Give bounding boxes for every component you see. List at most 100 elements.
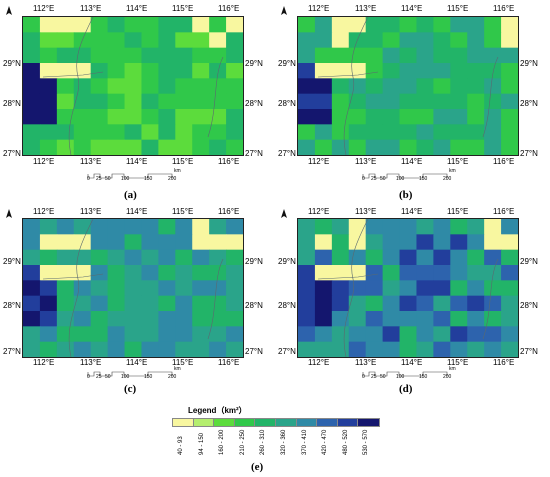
raster-cell (314, 280, 333, 297)
lat-tick: 29°N (245, 257, 263, 266)
raster-cell (399, 17, 417, 33)
legend-label: 94 - 150 (198, 432, 205, 455)
raster-cell (433, 265, 451, 281)
raster-cell (331, 295, 350, 312)
raster-cell (209, 93, 227, 110)
raster-cell (141, 219, 159, 235)
scale-label: 25 (371, 374, 377, 380)
raster-cell (416, 139, 434, 155)
raster-cell (298, 219, 316, 235)
lat-tick: 27°N (3, 149, 21, 158)
raster-cell (226, 265, 243, 281)
raster-cell (90, 93, 109, 110)
raster-cell (56, 326, 75, 343)
raster-cell (450, 234, 468, 251)
raster-cell (141, 78, 159, 95)
raster-cell (141, 17, 159, 33)
raster-cell (158, 109, 176, 125)
raster-cell (56, 341, 75, 357)
legend-swatch (316, 418, 339, 427)
raster-cell (209, 139, 227, 155)
raster-cell (348, 341, 367, 357)
raster-cell (56, 265, 75, 281)
raster-cell (382, 295, 401, 312)
raster-cell (107, 295, 126, 312)
raster-cell (39, 219, 58, 235)
raster-cell (192, 17, 210, 33)
raster-cell (501, 124, 518, 141)
raster-cell (450, 47, 468, 64)
raster-cell (175, 47, 193, 64)
raster-cell (484, 139, 502, 155)
lat-tick: 28°N (3, 99, 21, 108)
raster-cell (365, 47, 384, 64)
raster-cell (331, 249, 350, 266)
raster-cell (73, 109, 92, 125)
panel-a: 112°E 113°E 114°E 115°E 116°E 29°N 28°N … (0, 0, 275, 205)
raster-cell (192, 93, 210, 110)
raster-cell (501, 93, 518, 110)
raster-cell (226, 311, 243, 327)
raster-cell (226, 47, 243, 64)
raster-cell (39, 32, 58, 49)
raster-cell (90, 295, 109, 312)
raster-cell (73, 78, 92, 95)
raster-cell (56, 32, 75, 49)
scale-label: 50 (105, 176, 111, 182)
raster-cell (158, 249, 176, 266)
raster-cell (365, 280, 384, 297)
raster-cell (314, 32, 333, 49)
raster-cell (348, 78, 367, 95)
raster-cell (298, 265, 316, 281)
lon-tick: 115°E (172, 4, 194, 13)
lat-tick: 27°N (3, 347, 21, 356)
lon-tick: 116°E (218, 4, 240, 13)
raster-cell (467, 63, 485, 79)
raster-cell (382, 234, 401, 251)
raster-cell (158, 32, 176, 49)
raster-cell (73, 265, 92, 281)
raster-cell (365, 234, 384, 251)
raster-cell (56, 234, 75, 251)
raster-cell (124, 78, 142, 95)
map-c-grid (23, 219, 243, 357)
raster-cell (90, 219, 109, 235)
raster-cell (175, 295, 193, 312)
raster-cell (348, 63, 367, 79)
scale-bar (361, 170, 451, 180)
raster-cell (501, 78, 518, 95)
raster-cell (107, 139, 126, 155)
raster-cell (433, 139, 451, 155)
raster-cell (226, 219, 243, 235)
raster-cell (90, 341, 109, 357)
raster-cell (382, 219, 401, 235)
raster-cell (226, 249, 243, 266)
raster-cell (298, 63, 316, 79)
raster-cell (399, 124, 417, 141)
raster-cell (433, 219, 451, 235)
raster-cell (467, 124, 485, 141)
lon-tick: 114°E (126, 4, 148, 13)
raster-cell (23, 78, 41, 95)
raster-cell (209, 32, 227, 49)
scale-label: 100 (121, 374, 130, 380)
legend-swatch (357, 418, 380, 427)
raster-cell (399, 265, 417, 281)
raster-cell (141, 326, 159, 343)
raster-cell (209, 78, 227, 95)
raster-cell (73, 47, 92, 64)
lat-tick: 28°N (245, 99, 263, 108)
lon-tick: 114°E (401, 207, 423, 216)
raster-cell (331, 219, 350, 235)
raster-cell (467, 32, 485, 49)
raster-cell (298, 78, 316, 95)
raster-cell (39, 295, 58, 312)
lon-tick: 113°E (355, 207, 377, 216)
lon-tick: 116°E (493, 358, 515, 367)
scale-bar (86, 368, 176, 378)
raster-cell (107, 265, 126, 281)
raster-cell (90, 17, 109, 33)
raster-cell (23, 341, 41, 357)
lon-tick: 116°E (218, 157, 240, 166)
raster-cell (298, 93, 316, 110)
